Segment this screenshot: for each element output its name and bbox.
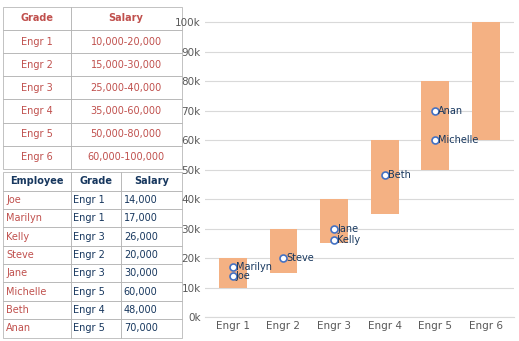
Text: Marilyn: Marilyn <box>236 262 272 272</box>
Text: Jane: Jane <box>337 224 358 234</box>
Text: Steve: Steve <box>286 253 315 263</box>
Bar <box>472 22 500 140</box>
Bar <box>421 81 449 169</box>
Text: Kelly: Kelly <box>337 235 360 246</box>
Bar <box>219 258 247 287</box>
Text: Beth: Beth <box>388 170 411 180</box>
Bar <box>320 199 348 243</box>
Text: Anan: Anan <box>439 106 463 116</box>
Bar <box>269 228 297 273</box>
Text: Joe: Joe <box>236 271 251 281</box>
Text: Michelle: Michelle <box>439 135 479 145</box>
Bar <box>371 140 399 214</box>
